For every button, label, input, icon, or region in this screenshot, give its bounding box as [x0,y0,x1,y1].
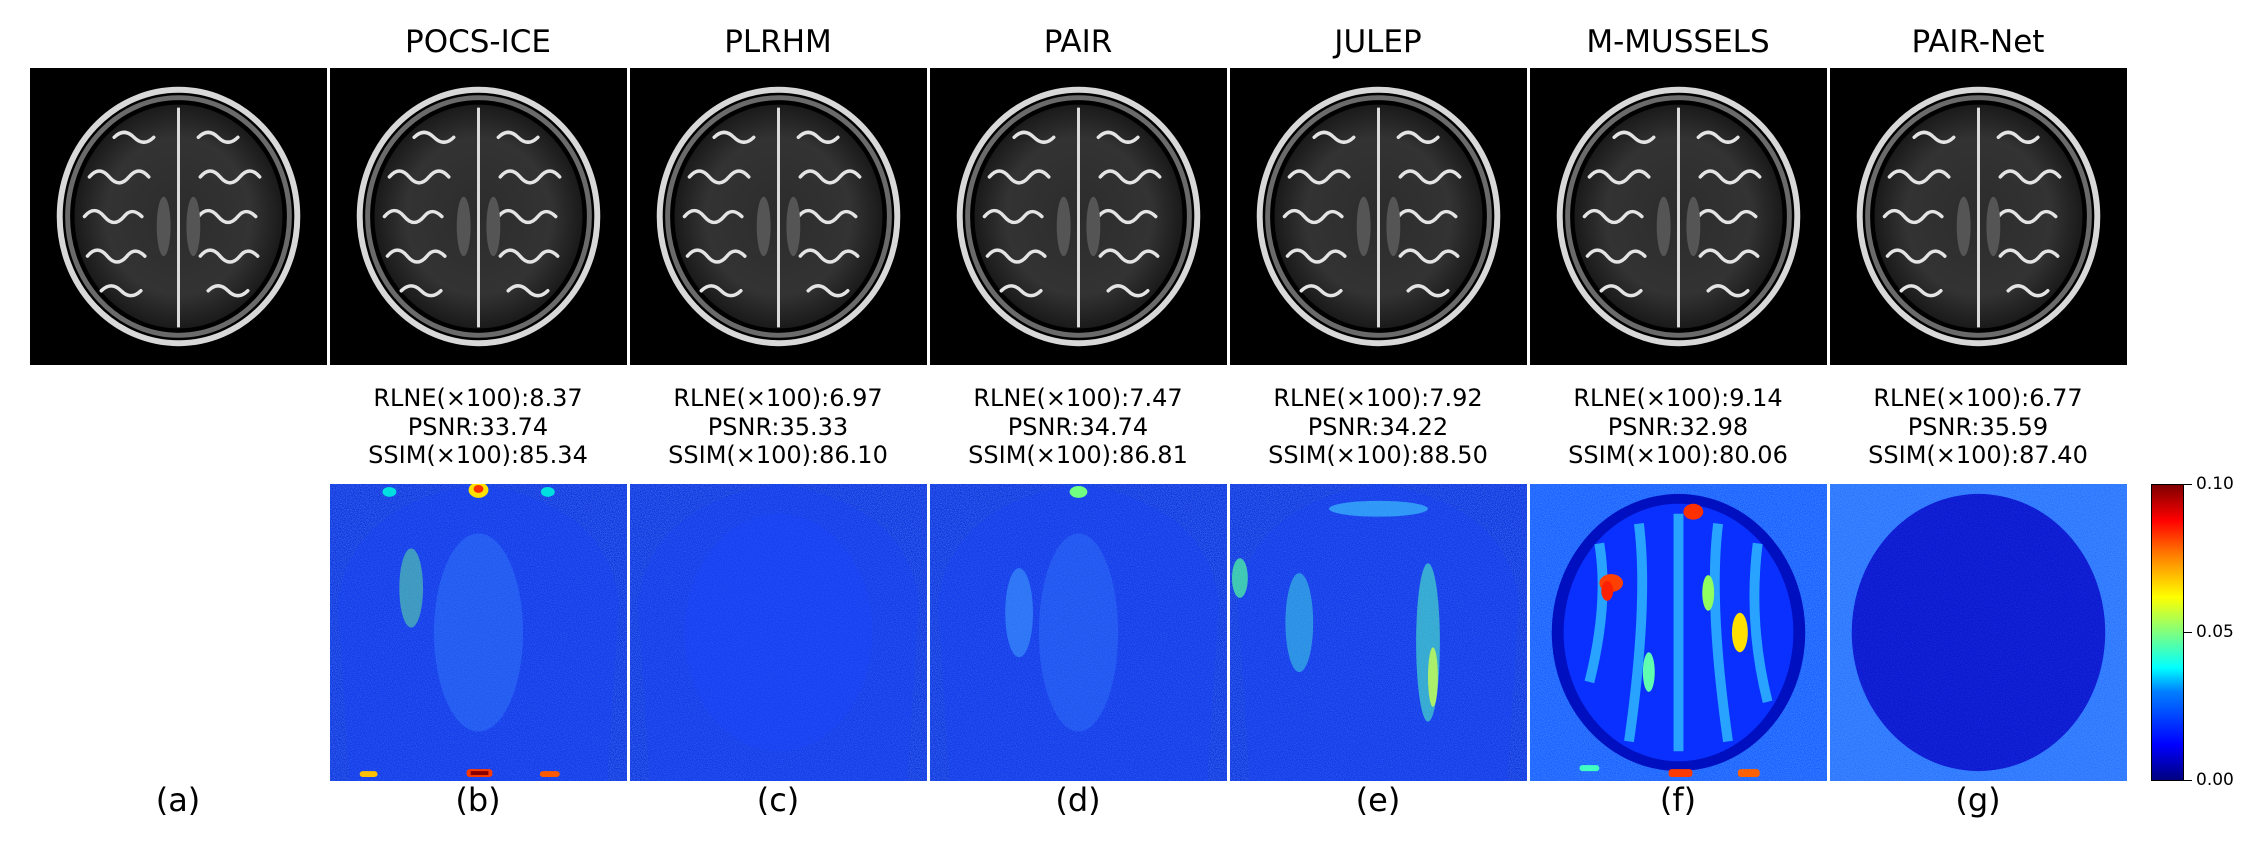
metrics-pair-net: RLNE(×100):6.77 PSNR:35.59 SSIM(×100):87… [1828,384,2128,470]
metrics-julep: RLNE(×100):7.92 PSNR:34.22 SSIM(×100):88… [1228,384,1528,470]
mri-image-a [30,68,327,365]
colorbar-min-label: 0.00 [2196,770,2234,790]
title-pair-net: PAIR-Net [1911,24,2045,60]
colorbar-tick-min [2184,780,2192,781]
error-map-pocs-ice [330,484,627,781]
panel-label-c: (c) [756,781,800,819]
mri-image-pocs-ice [330,68,627,365]
metrics-pair: RLNE(×100):7.47 PSNR:34.74 SSIM(×100):86… [928,384,1228,470]
title-pair: PAIR [1043,24,1113,60]
title-julep: JULEP [1334,24,1422,60]
error-map-pair-net [1830,484,2127,781]
metrics-m-mussels: RLNE(×100):9.14 PSNR:32.98 SSIM(×100):80… [1528,384,1828,470]
colorbar-max-label: 0.10 [2196,474,2234,494]
metrics-plrhm: RLNE(×100):6.97 PSNR:35.33 SSIM(×100):86… [628,384,928,470]
error-map-plrhm [630,484,927,781]
psnr-value: PSNR:34.22 [1307,412,1449,441]
ssim-value: SSIM(×100):85.34 [368,441,588,469]
error-map-pair [930,484,1227,781]
rlne-value: RLNE(×100):6.77 [1873,384,2083,412]
ssim-value: SSIM(×100):86.10 [668,441,888,469]
psnr-value: PSNR:35.33 [707,412,849,441]
psnr-value: PSNR:32.98 [1607,412,1749,441]
colorbar [2151,484,2184,781]
psnr-value: PSNR:34.74 [1007,412,1149,441]
panel-label-d: (d) [1055,781,1101,819]
title-pocs-ice: POCS-ICE [405,24,551,60]
metrics-pocs-ice: RLNE(×100):8.37 PSNR:33.74 SSIM(×100):85… [328,384,628,470]
rlne-value: RLNE(×100):7.92 [1273,384,1483,412]
rlne-value: RLNE(×100):7.47 [973,384,1183,412]
rlne-value: RLNE(×100):9.14 [1573,384,1783,412]
mri-image-julep [1230,68,1527,365]
mri-image-pair [930,68,1227,365]
mri-image-plrhm [630,68,927,365]
panel-label-b: (b) [455,781,501,819]
title-m-mussels: M-MUSSELS [1586,24,1770,60]
error-map-m-mussels [1530,484,1827,781]
ssim-value: SSIM(×100):86.81 [968,441,1188,469]
panel-label-f: (f) [1659,781,1697,819]
mri-image-m-mussels [1530,68,1827,365]
rlne-value: RLNE(×100):8.37 [373,384,583,412]
colorbar-tick-mid [2184,632,2192,633]
ssim-value: SSIM(×100):87.40 [1868,441,2088,469]
title-plrhm: PLRHM [724,24,832,60]
rlne-value: RLNE(×100):6.97 [673,384,883,412]
mri-image-pair-net [1830,68,2127,365]
panel-label-a: (a) [155,781,201,819]
error-map-julep [1230,484,1527,781]
panel-label-g: (g) [1955,781,2001,819]
colorbar-mid-label: 0.05 [2196,622,2234,642]
colorbar-tick-max [2184,484,2192,485]
ssim-value: SSIM(×100):80.06 [1568,441,1788,469]
psnr-value: PSNR:33.74 [407,412,549,441]
panel-label-e: (e) [1355,781,1401,819]
psnr-value: PSNR:35.59 [1907,412,2049,441]
ssim-value: SSIM(×100):88.50 [1268,441,1488,469]
